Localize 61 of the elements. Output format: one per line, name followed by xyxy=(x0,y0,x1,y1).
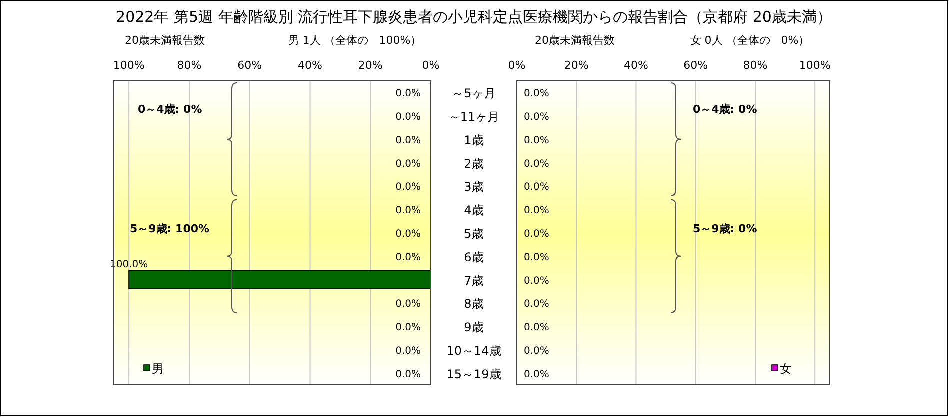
y-tick-label: 1歳 xyxy=(464,133,484,148)
text: 2022年 第5週 年齢階級別 流行性耳下腺炎患者の小児科定点医療機関からの報告割合（京都府 20歳未満） xyxy=(116,8,832,26)
data-label: 0.0% xyxy=(524,369,550,380)
legend-label: 女 xyxy=(780,362,792,376)
data-label: 0.0% xyxy=(396,88,421,100)
data-label: 0.0% xyxy=(524,135,550,146)
x-axis-title: 20歳未満報告数 xyxy=(535,34,615,47)
data-label: 0.0% xyxy=(396,112,421,124)
y-tick-label: ～5ヶ月 xyxy=(452,86,496,101)
data-label: 0.0% xyxy=(396,322,421,334)
x-tick-label: 80% xyxy=(743,59,768,72)
data-label: 0.0% xyxy=(524,182,550,194)
x-axis-title: 20歳未満報告数 xyxy=(125,34,205,47)
data-label: 0.0% xyxy=(396,158,421,170)
y-tick-label: 10～14歳 xyxy=(446,344,502,358)
x-tick-label: 60% xyxy=(238,59,262,72)
data-label: 0.0% xyxy=(396,299,421,310)
data-label: 0.0% xyxy=(524,276,550,287)
data-label: 0.0% xyxy=(396,206,421,217)
annotation: 5～9歳: 0% xyxy=(693,222,758,236)
annotation: 5～9歳: 100% xyxy=(130,222,210,236)
y-tick-label: 2歳 xyxy=(464,156,484,171)
data-label: 0.0% xyxy=(524,346,550,357)
x-tick-label: 100% xyxy=(113,59,145,72)
data-label: 0.0% xyxy=(524,299,550,310)
data-label: 0.0% xyxy=(396,369,421,380)
data-label: 0.0% xyxy=(396,135,421,146)
data-label: 0.0% xyxy=(524,229,550,240)
data-label: 0.0% xyxy=(524,112,550,124)
chart-subtitle: 女 0人 （全体の 0%） xyxy=(690,34,810,47)
data-label: 0.0% xyxy=(524,158,550,170)
annotation: 0～4歳: 0% xyxy=(693,103,758,116)
x-tick-label: 20% xyxy=(358,59,383,72)
data-label: 0.0% xyxy=(524,206,550,217)
data-label: 0.0% xyxy=(396,182,421,194)
y-tick-label: 9歳 xyxy=(464,320,484,335)
y-tick-label: 4歳 xyxy=(464,204,484,218)
y-tick-label: 15～19歳 xyxy=(446,367,502,382)
x-tick-label: 40% xyxy=(624,59,648,72)
x-tick-label: 80% xyxy=(177,59,202,72)
chart-subtitle: 男 1人 （全体の 100%） xyxy=(288,34,422,47)
y-tick-label: 5歳 xyxy=(464,227,484,241)
data-label: 0.0% xyxy=(396,229,421,240)
annotation: 0～4歳: 0% xyxy=(138,103,202,116)
x-tick-label: 40% xyxy=(298,59,322,72)
data-label: 0.0% xyxy=(396,346,421,357)
x-tick-label: 0% xyxy=(422,59,440,72)
x-tick-label: 20% xyxy=(564,59,589,72)
y-tick-label: 8歳 xyxy=(464,297,484,312)
legend-label: 男 xyxy=(152,362,164,376)
y-tick-label: 3歳 xyxy=(464,180,484,194)
y-tick-label: ～11ヶ月 xyxy=(448,110,500,124)
x-tick-label: 0% xyxy=(508,59,526,72)
data-label: 0.0% xyxy=(524,88,550,100)
data-label: 0.0% xyxy=(524,252,550,264)
data-label: 0.0% xyxy=(396,252,421,264)
x-tick-label: 100% xyxy=(799,59,831,72)
x-tick-label: 60% xyxy=(684,59,708,72)
y-tick-label: 6歳 xyxy=(464,250,484,264)
data-label: 0.0% xyxy=(524,322,550,334)
y-tick-label: 7歳 xyxy=(464,274,484,288)
